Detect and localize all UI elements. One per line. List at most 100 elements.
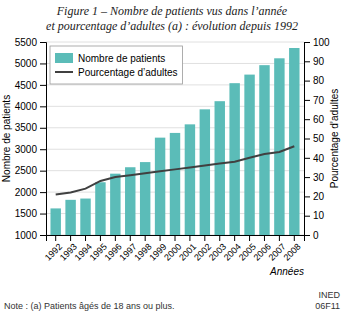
tick-mark (175, 235, 176, 241)
tick-mark (304, 177, 310, 178)
bar (155, 138, 165, 235)
tick: 80 (304, 75, 325, 86)
tick-mark (304, 139, 310, 140)
tick: 20 (304, 191, 325, 202)
tick-mark (219, 235, 220, 241)
annotation-line: Note : (a) Patients âgés de 18 ans ou pl… (4, 301, 175, 311)
tick-mark (249, 235, 250, 241)
tick: 2500 (15, 165, 46, 176)
tick-mark (40, 192, 46, 193)
tick-mark (40, 235, 46, 236)
tick-mark (189, 235, 190, 241)
bar (229, 83, 239, 235)
tick-label: 100 (313, 37, 330, 48)
tick-mark (70, 235, 71, 241)
tick-mark (145, 235, 146, 241)
legend-box (50, 46, 183, 84)
tick-label: 5500 (15, 37, 38, 48)
tick: 4500 (15, 80, 46, 91)
x-axis-title: Années (269, 266, 304, 277)
tick: 2008 (281, 235, 302, 263)
annotation-line: 06F11 (315, 301, 340, 311)
tick-label: 2500 (15, 165, 38, 176)
tick-label: 70 (313, 95, 325, 106)
tick-label: 30 (313, 172, 325, 183)
tick: 90 (304, 56, 325, 67)
grid-line (46, 42, 304, 43)
tick-mark (100, 235, 101, 241)
tick-label: 80 (313, 75, 325, 86)
subtitle: et pourcentage d’adultes (a) : évolution… (46, 19, 298, 33)
tick-mark (115, 235, 116, 241)
tick-mark (304, 158, 310, 159)
tick-mark (234, 235, 235, 241)
tick: 3000 (15, 144, 46, 155)
line (56, 146, 295, 194)
legend-label: Nombre de patients (78, 53, 165, 64)
tick: 50 (304, 133, 325, 144)
bar (95, 182, 105, 235)
tick-mark (40, 128, 46, 129)
tick-mark (40, 214, 46, 215)
tick-label: 20 (313, 191, 325, 202)
tick-mark (304, 235, 310, 236)
bar (110, 174, 120, 235)
tick-label: 60 (313, 114, 325, 125)
tick: 30 (304, 172, 325, 183)
tick-mark (55, 235, 56, 241)
tick-label: 4500 (15, 80, 38, 91)
tick: 1000 (15, 230, 46, 241)
bar (274, 58, 284, 235)
tick-label: 90 (313, 56, 325, 67)
tick-mark (304, 61, 310, 62)
tick-label: 3000 (15, 144, 38, 155)
tick-label: 40 (313, 153, 325, 164)
tick: 1500 (15, 208, 46, 219)
tick: 2000 (15, 187, 46, 198)
tick-mark (204, 235, 205, 241)
tick-mark (40, 85, 46, 86)
tick: 0 (304, 230, 319, 241)
tick: 100 (304, 37, 330, 48)
bar (185, 124, 195, 235)
tick: 40 (304, 153, 325, 164)
tick-mark (304, 42, 310, 43)
tick-label: 50 (313, 133, 325, 144)
tick-mark (304, 216, 310, 217)
tick-label: 0 (313, 230, 319, 241)
y2-axis: 0 10 20 30 40 50 60 70 80 90 100 (304, 37, 330, 241)
bar (50, 208, 60, 235)
tick-mark (40, 149, 46, 150)
tick-label: 5000 (15, 58, 38, 69)
annotation: INED06F11 (315, 290, 340, 311)
bar (289, 48, 299, 235)
tick-mark (304, 81, 310, 82)
tick: 5500 (15, 37, 46, 48)
y2-axis-title: Pourcentage d’adultes (329, 89, 340, 189)
bar (170, 133, 180, 235)
tick-label: 4000 (15, 101, 38, 112)
axis-line (40, 43, 47, 236)
tick-mark (279, 235, 280, 241)
tick: 70 (304, 95, 325, 106)
bar (80, 199, 90, 235)
tick-mark (40, 63, 46, 64)
chart: Figure 1 – Nombre de patients vus dans l… (0, 0, 344, 315)
legend-swatch (55, 53, 73, 63)
bar (125, 167, 135, 235)
bar (259, 65, 269, 235)
annotation-line: INED (318, 290, 340, 300)
tick-mark (40, 171, 46, 172)
tick-mark (40, 106, 46, 107)
axis-line (305, 43, 311, 236)
tick: 4000 (15, 101, 46, 112)
x-axis: 1992199319941995199619971998199920002001… (43, 235, 305, 263)
tick: 10 (304, 210, 325, 221)
y-axis: 1000 1500 2000 2500 3000 3500 4000 4500 5000 5500 (15, 37, 47, 241)
tick: 60 (304, 114, 325, 125)
tick: 5000 (15, 58, 46, 69)
grid (46, 42, 304, 235)
bar (244, 75, 254, 235)
tick: 3500 (15, 122, 46, 133)
tick-label: 1000 (15, 230, 38, 241)
